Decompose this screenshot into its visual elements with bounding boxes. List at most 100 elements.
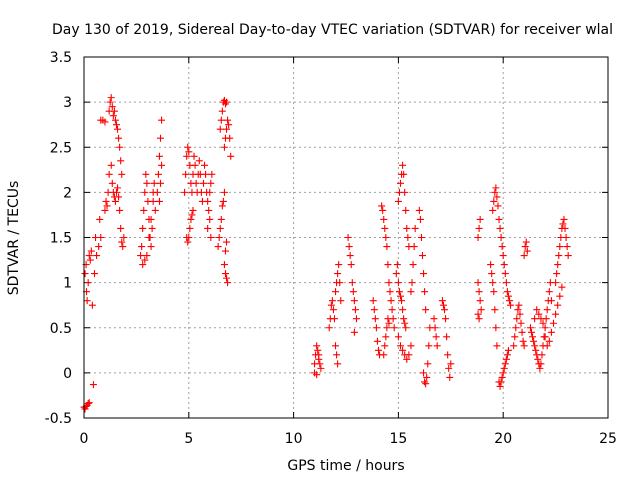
data-point bbox=[81, 270, 89, 278]
x-tick-label: 20 bbox=[494, 431, 512, 447]
data-point bbox=[204, 197, 212, 205]
data-point bbox=[424, 360, 432, 368]
data-point bbox=[138, 243, 146, 251]
data-point bbox=[316, 360, 324, 368]
data-point bbox=[537, 315, 545, 323]
data-point bbox=[148, 224, 156, 232]
data-point bbox=[496, 382, 504, 390]
data-point bbox=[527, 328, 535, 336]
data-point bbox=[374, 346, 382, 354]
data-point bbox=[388, 306, 396, 314]
data-point bbox=[520, 252, 528, 260]
data-point bbox=[114, 184, 122, 192]
data-point bbox=[372, 324, 380, 332]
data-point bbox=[381, 342, 389, 350]
data-point bbox=[402, 324, 410, 332]
data-point bbox=[112, 188, 120, 196]
data-point bbox=[384, 315, 392, 323]
data-point bbox=[530, 337, 538, 345]
data-point bbox=[474, 234, 482, 241]
data-point bbox=[531, 315, 539, 323]
data-point bbox=[378, 202, 386, 210]
data-point bbox=[563, 243, 571, 251]
y-tick-label: -0.5 bbox=[45, 411, 72, 427]
data-point bbox=[218, 202, 226, 210]
data-point bbox=[191, 161, 199, 169]
data-point bbox=[96, 215, 104, 223]
data-point bbox=[186, 224, 194, 232]
x-tick-label: 15 bbox=[389, 431, 407, 447]
data-point bbox=[393, 261, 401, 269]
data-point bbox=[223, 125, 231, 133]
data-point bbox=[103, 202, 111, 210]
data-point bbox=[90, 270, 98, 278]
data-point bbox=[394, 197, 402, 205]
data-point bbox=[192, 179, 200, 187]
data-point bbox=[188, 211, 196, 219]
data-point bbox=[558, 283, 566, 291]
data-point bbox=[216, 224, 224, 232]
data-point bbox=[223, 98, 231, 106]
data-point bbox=[537, 360, 545, 368]
data-point bbox=[325, 324, 333, 332]
data-point bbox=[430, 315, 438, 323]
data-point bbox=[89, 381, 97, 389]
data-point bbox=[101, 206, 109, 214]
data-point bbox=[118, 238, 126, 246]
data-point bbox=[344, 234, 352, 241]
data-point bbox=[403, 224, 411, 232]
data-point bbox=[370, 306, 378, 314]
data-point bbox=[475, 315, 483, 323]
data-point bbox=[492, 324, 500, 332]
data-point bbox=[503, 288, 511, 296]
data-point bbox=[401, 319, 409, 327]
data-point bbox=[110, 107, 118, 115]
data-point bbox=[157, 134, 165, 142]
data-point bbox=[510, 342, 518, 350]
data-point bbox=[501, 360, 509, 368]
data-point bbox=[147, 243, 155, 251]
data-point bbox=[334, 360, 342, 368]
data-point bbox=[115, 193, 123, 201]
data-point bbox=[139, 261, 147, 269]
data-point bbox=[137, 252, 145, 260]
data-point bbox=[443, 333, 451, 341]
data-point bbox=[498, 243, 506, 251]
data-point bbox=[93, 252, 101, 260]
data-point bbox=[369, 297, 377, 305]
data-point bbox=[139, 224, 147, 232]
data-point bbox=[348, 279, 356, 287]
data-point bbox=[143, 179, 151, 187]
data-point bbox=[515, 301, 523, 309]
data-point bbox=[315, 351, 323, 359]
data-point bbox=[395, 288, 403, 296]
data-point bbox=[475, 224, 483, 232]
data-point bbox=[143, 252, 151, 260]
data-point bbox=[552, 310, 560, 318]
data-point bbox=[226, 134, 234, 142]
data-point bbox=[206, 215, 214, 223]
data-point bbox=[497, 378, 505, 386]
data-point bbox=[522, 238, 530, 246]
data-point bbox=[332, 342, 340, 350]
data-point bbox=[352, 315, 360, 323]
data-point bbox=[562, 234, 570, 241]
data-point bbox=[108, 179, 116, 187]
data-point bbox=[101, 118, 109, 126]
data-point bbox=[351, 306, 359, 314]
y-tick-label: 2 bbox=[63, 185, 72, 201]
x-tick-label: 0 bbox=[80, 431, 89, 447]
data-point bbox=[158, 116, 166, 124]
data-point bbox=[564, 252, 572, 260]
data-point bbox=[477, 306, 485, 314]
data-point bbox=[327, 301, 335, 309]
data-point bbox=[187, 215, 195, 223]
data-point bbox=[151, 206, 159, 214]
data-point bbox=[84, 400, 92, 408]
data-point bbox=[526, 324, 534, 332]
data-point bbox=[221, 270, 229, 278]
data-point bbox=[531, 342, 539, 350]
data-point bbox=[474, 279, 482, 287]
data-point bbox=[120, 234, 128, 241]
